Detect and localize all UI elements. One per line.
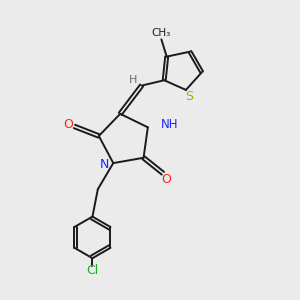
Text: CH₃: CH₃: [152, 28, 171, 38]
Text: N: N: [100, 158, 109, 171]
Text: O: O: [161, 173, 171, 186]
Text: O: O: [63, 118, 73, 131]
Text: NH: NH: [161, 118, 179, 131]
Text: H: H: [129, 75, 137, 85]
Text: S: S: [185, 90, 194, 103]
Text: Cl: Cl: [86, 264, 99, 277]
